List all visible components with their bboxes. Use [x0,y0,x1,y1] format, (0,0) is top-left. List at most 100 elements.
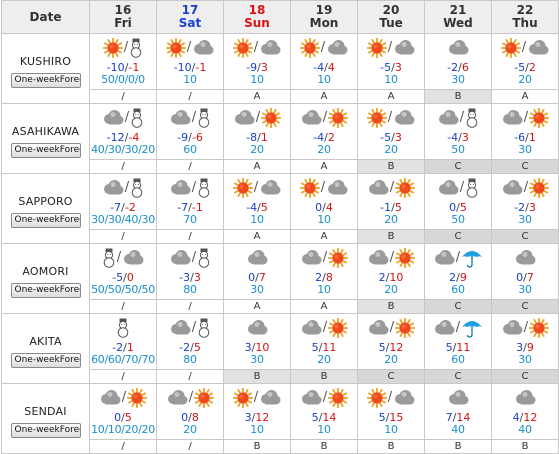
forecast-cell: / 3/9 30 [491,313,559,370]
sun-icon [299,178,320,198]
precip-probability: 10/10/20/20 [91,423,155,436]
icon-separator: / [523,110,529,125]
snowman-icon [198,108,210,128]
umbrella-icon [462,251,483,268]
cloud-icon [301,110,322,125]
icon-separator: / [123,40,129,55]
weather-icons: / [158,37,223,59]
precip-probability: 20 [384,283,398,296]
forecast-cell: / -4/4 10 [290,33,358,90]
weather-icons [426,37,491,59]
weather-icons: / [493,317,558,339]
reliability-cell: / [156,159,224,174]
reliability-cell: B [290,369,358,384]
icon-separator: / [253,40,259,55]
icon-separator: / [322,250,328,265]
temperature: 5/11 [311,341,337,354]
city-row: AKITA One-weekForecast -2/160/60/70/70 / -2 /… [1,313,559,384]
cloud-icon [170,180,191,195]
cloud-icon [502,320,523,335]
precip-probability: 20 [518,73,532,86]
reliability-cell: B [357,439,425,454]
city-row: SENDAIOne-weekForecast/0/510/10/20/20/0/… [1,383,559,454]
min-temp: -10 [173,61,192,74]
snowman-icon [131,178,143,198]
temperature: -3/3 [179,271,201,284]
min-temp: -1 [380,201,392,214]
temperature: -9/3 [246,61,268,74]
sun-icon [328,248,349,268]
one-week-forecast-button[interactable]: One-weekForecast [10,213,81,228]
reliability-cell: / [156,229,224,244]
max-temp: 9 [459,271,467,284]
header-row: Date 16 Fri 17 Sat 18 Sun 19 Mon 20 Tue 21 Wed… [1,0,559,34]
city-row: ASAHIKAWAOne-weekForecast/-12/-440/30/30… [1,103,559,174]
reliability-cell: A [223,159,291,174]
max-temp: 1 [126,341,134,354]
forecast-cell: -2/1 60/60/70/70 [89,313,157,370]
day-header: 22 Thu [491,0,559,34]
forecast-cell: -2/6 30 [424,33,492,90]
icon-separator: / [191,250,197,265]
min-temp: -9 [246,61,258,74]
min-temp: -7 [110,201,122,214]
precip-probability: 60 [183,143,197,156]
temperature: 2/8 [315,271,333,284]
max-temp: 12 [389,341,404,354]
precip-probability: 40 [451,423,465,436]
one-week-forecast-button[interactable]: One-weekForecast [10,283,81,298]
precip-probability: 30 [518,353,532,366]
min-temp: 0 [315,201,323,214]
day-of-week: Sat [178,16,202,30]
snowman-icon [117,318,129,338]
forecast-cell: 3/10 30 [223,313,291,370]
min-temp: -2 [112,341,124,354]
max-temp: 15 [389,411,404,424]
min-temp: 0 [516,271,524,284]
day-header: 19 Mon [290,0,358,34]
day-number: 16 [114,3,132,17]
forecast-cell: / 2/8 10 [290,243,358,300]
one-week-forecast-button[interactable]: One-weekForecast [10,353,81,368]
precip-probability: 20 [317,143,331,156]
forecast-cell: / -7/-2 30/30/40/30 [89,173,157,230]
weather-icons [225,317,290,339]
city-cell: SENDAI One-weekForecast [1,383,90,454]
min-temp: -2 [514,201,526,214]
cloud-icon [516,390,536,405]
precip-probability: 20 [183,423,197,436]
forecast-cell: / 2/9 60 [424,243,492,300]
max-temp: 8 [191,411,199,424]
precip-probability: 10 [317,73,331,86]
reliability-cell: C [424,369,492,384]
reliability-cell: / [89,89,157,104]
sun-icon [328,108,349,128]
min-temp: 2 [315,271,323,284]
one-week-forecast-button[interactable]: One-weekForecast [10,423,81,438]
weather-icons: / [158,387,223,409]
forecast-cell: / -7/-1 70 [156,173,224,230]
one-week-forecast-button[interactable]: One-weekForecast [10,143,81,158]
city-cell: KUSHIRO One-weekForecast [1,33,90,104]
weather-icons: / [493,37,558,59]
temperature: -10/-1 [106,61,140,74]
precip-probability: 20 [384,143,398,156]
temperature: 3/10 [244,341,270,354]
precip-probability: 30 [250,353,264,366]
one-week-forecast-button[interactable]: One-weekForecast [10,73,81,88]
reliability-cell: / [156,89,224,104]
city-name: AKITA [29,335,62,348]
cloud-icon [434,320,455,335]
cloud-icon [301,250,322,265]
precip-probability: 50/0/0/0 [101,73,145,86]
cloud-icon [434,250,455,265]
max-temp: -2 [124,201,136,214]
precip-probability: 30 [518,283,532,296]
min-temp: -10 [106,61,125,74]
reliability-cell: C [491,229,559,244]
snowman-icon [103,248,115,268]
cloud-icon [368,250,389,265]
icon-separator: / [253,390,259,405]
min-temp: 0 [114,411,122,424]
icon-separator: / [191,110,197,125]
